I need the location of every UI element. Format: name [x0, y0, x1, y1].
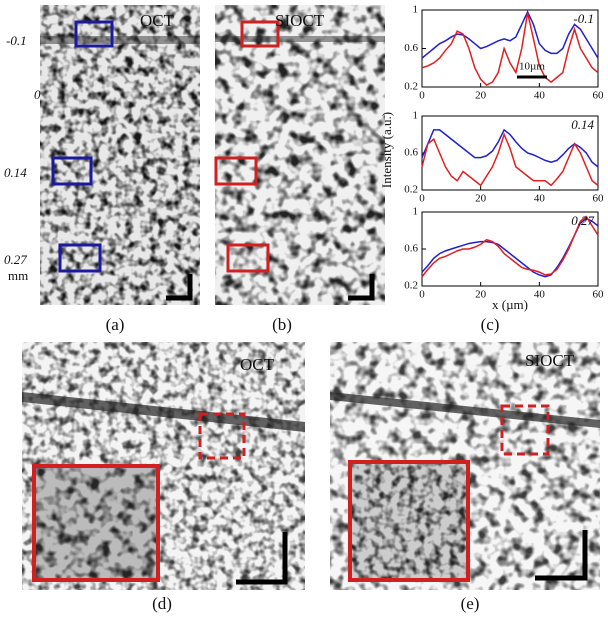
- roi-box: [240, 20, 280, 48]
- depth-label: -0.1: [6, 33, 27, 48]
- x-tick-label: 0: [419, 90, 425, 102]
- depth-label: 0.27: [4, 252, 27, 267]
- x-tick-label: 60: [593, 90, 605, 102]
- series-line: [421, 215, 599, 278]
- x-tick-label: 60: [593, 193, 605, 205]
- panel-title: OCT: [240, 355, 275, 374]
- speckle: [352, 464, 466, 578]
- series-line: [421, 128, 599, 168]
- series-line: [421, 132, 599, 187]
- depth-unit: mm: [8, 268, 28, 283]
- y-tick-label: 1: [413, 110, 419, 122]
- x-axis-label: x (µm): [492, 297, 528, 312]
- y-tick-label: 0.2: [404, 81, 418, 93]
- x-tick-label: 40: [534, 289, 546, 301]
- surface: [40, 36, 200, 44]
- depth-label: 0.14: [4, 165, 27, 180]
- scale-bar: [535, 530, 588, 581]
- speckle: [40, 5, 200, 305]
- panel-label: (b): [272, 315, 292, 334]
- speckle: [36, 468, 156, 578]
- plot-frame: [421, 9, 599, 88]
- surface: [330, 392, 600, 428]
- series-line: [421, 10, 599, 59]
- roi-box: [58, 243, 102, 273]
- x-tick-label: 0: [419, 289, 425, 301]
- panel-d: OCT (d): [22, 342, 305, 613]
- y-tick-label: 0.6: [404, 243, 418, 255]
- y-axis-label: Intensity (a.u.): [379, 112, 394, 188]
- roi-box: [74, 20, 114, 48]
- x-tick-label: 20: [475, 289, 487, 301]
- panel-label: (a): [106, 315, 125, 334]
- annotation: 0.14: [571, 117, 594, 132]
- panel-label: (d): [152, 594, 172, 613]
- y-tick-label: 0.6: [404, 42, 418, 54]
- speckle: [215, 5, 385, 305]
- y-tick-label: 0.2: [404, 280, 418, 292]
- roi-box: [500, 404, 550, 456]
- y-tick-label: 0.2: [404, 184, 418, 196]
- annotation: -0.1: [573, 11, 594, 26]
- panel-label: (e): [461, 594, 480, 613]
- y-tick-label: 0.6: [404, 147, 418, 159]
- roi-box: [214, 156, 258, 186]
- panel-title: SIOCT: [275, 11, 325, 30]
- x-tick-label: 60: [593, 289, 605, 301]
- y-tick-label: 1: [413, 206, 419, 218]
- scale-bar: [348, 274, 375, 301]
- panel-e: SIOCT (e): [330, 342, 600, 613]
- roi-box: [198, 412, 246, 460]
- annotation: 0.27: [571, 213, 594, 228]
- x-tick-label: 20: [475, 193, 487, 205]
- panel-a: OCT (a): [40, 5, 200, 334]
- scale-bar-label: 10µm: [519, 61, 545, 73]
- roi-box: [51, 156, 93, 186]
- roi-box: [226, 243, 270, 273]
- x-tick-label: 40: [534, 193, 546, 205]
- panel-b: SIOCT (b): [214, 5, 385, 334]
- x-tick-label: 40: [534, 90, 546, 102]
- x-tick-label: 20: [475, 90, 487, 102]
- scale-bar: [166, 274, 193, 301]
- depth-label: 0: [34, 87, 41, 102]
- surface: [215, 36, 385, 42]
- panel-label: (c): [481, 315, 500, 334]
- scale-bar: [236, 532, 288, 585]
- y-tick-label: 1: [413, 4, 419, 16]
- panel-title: SIOCT: [525, 351, 575, 370]
- series-line: [421, 12, 599, 86]
- panel-title: OCT: [140, 11, 175, 30]
- x-tick-label: 0: [419, 193, 425, 205]
- surface: [22, 392, 305, 432]
